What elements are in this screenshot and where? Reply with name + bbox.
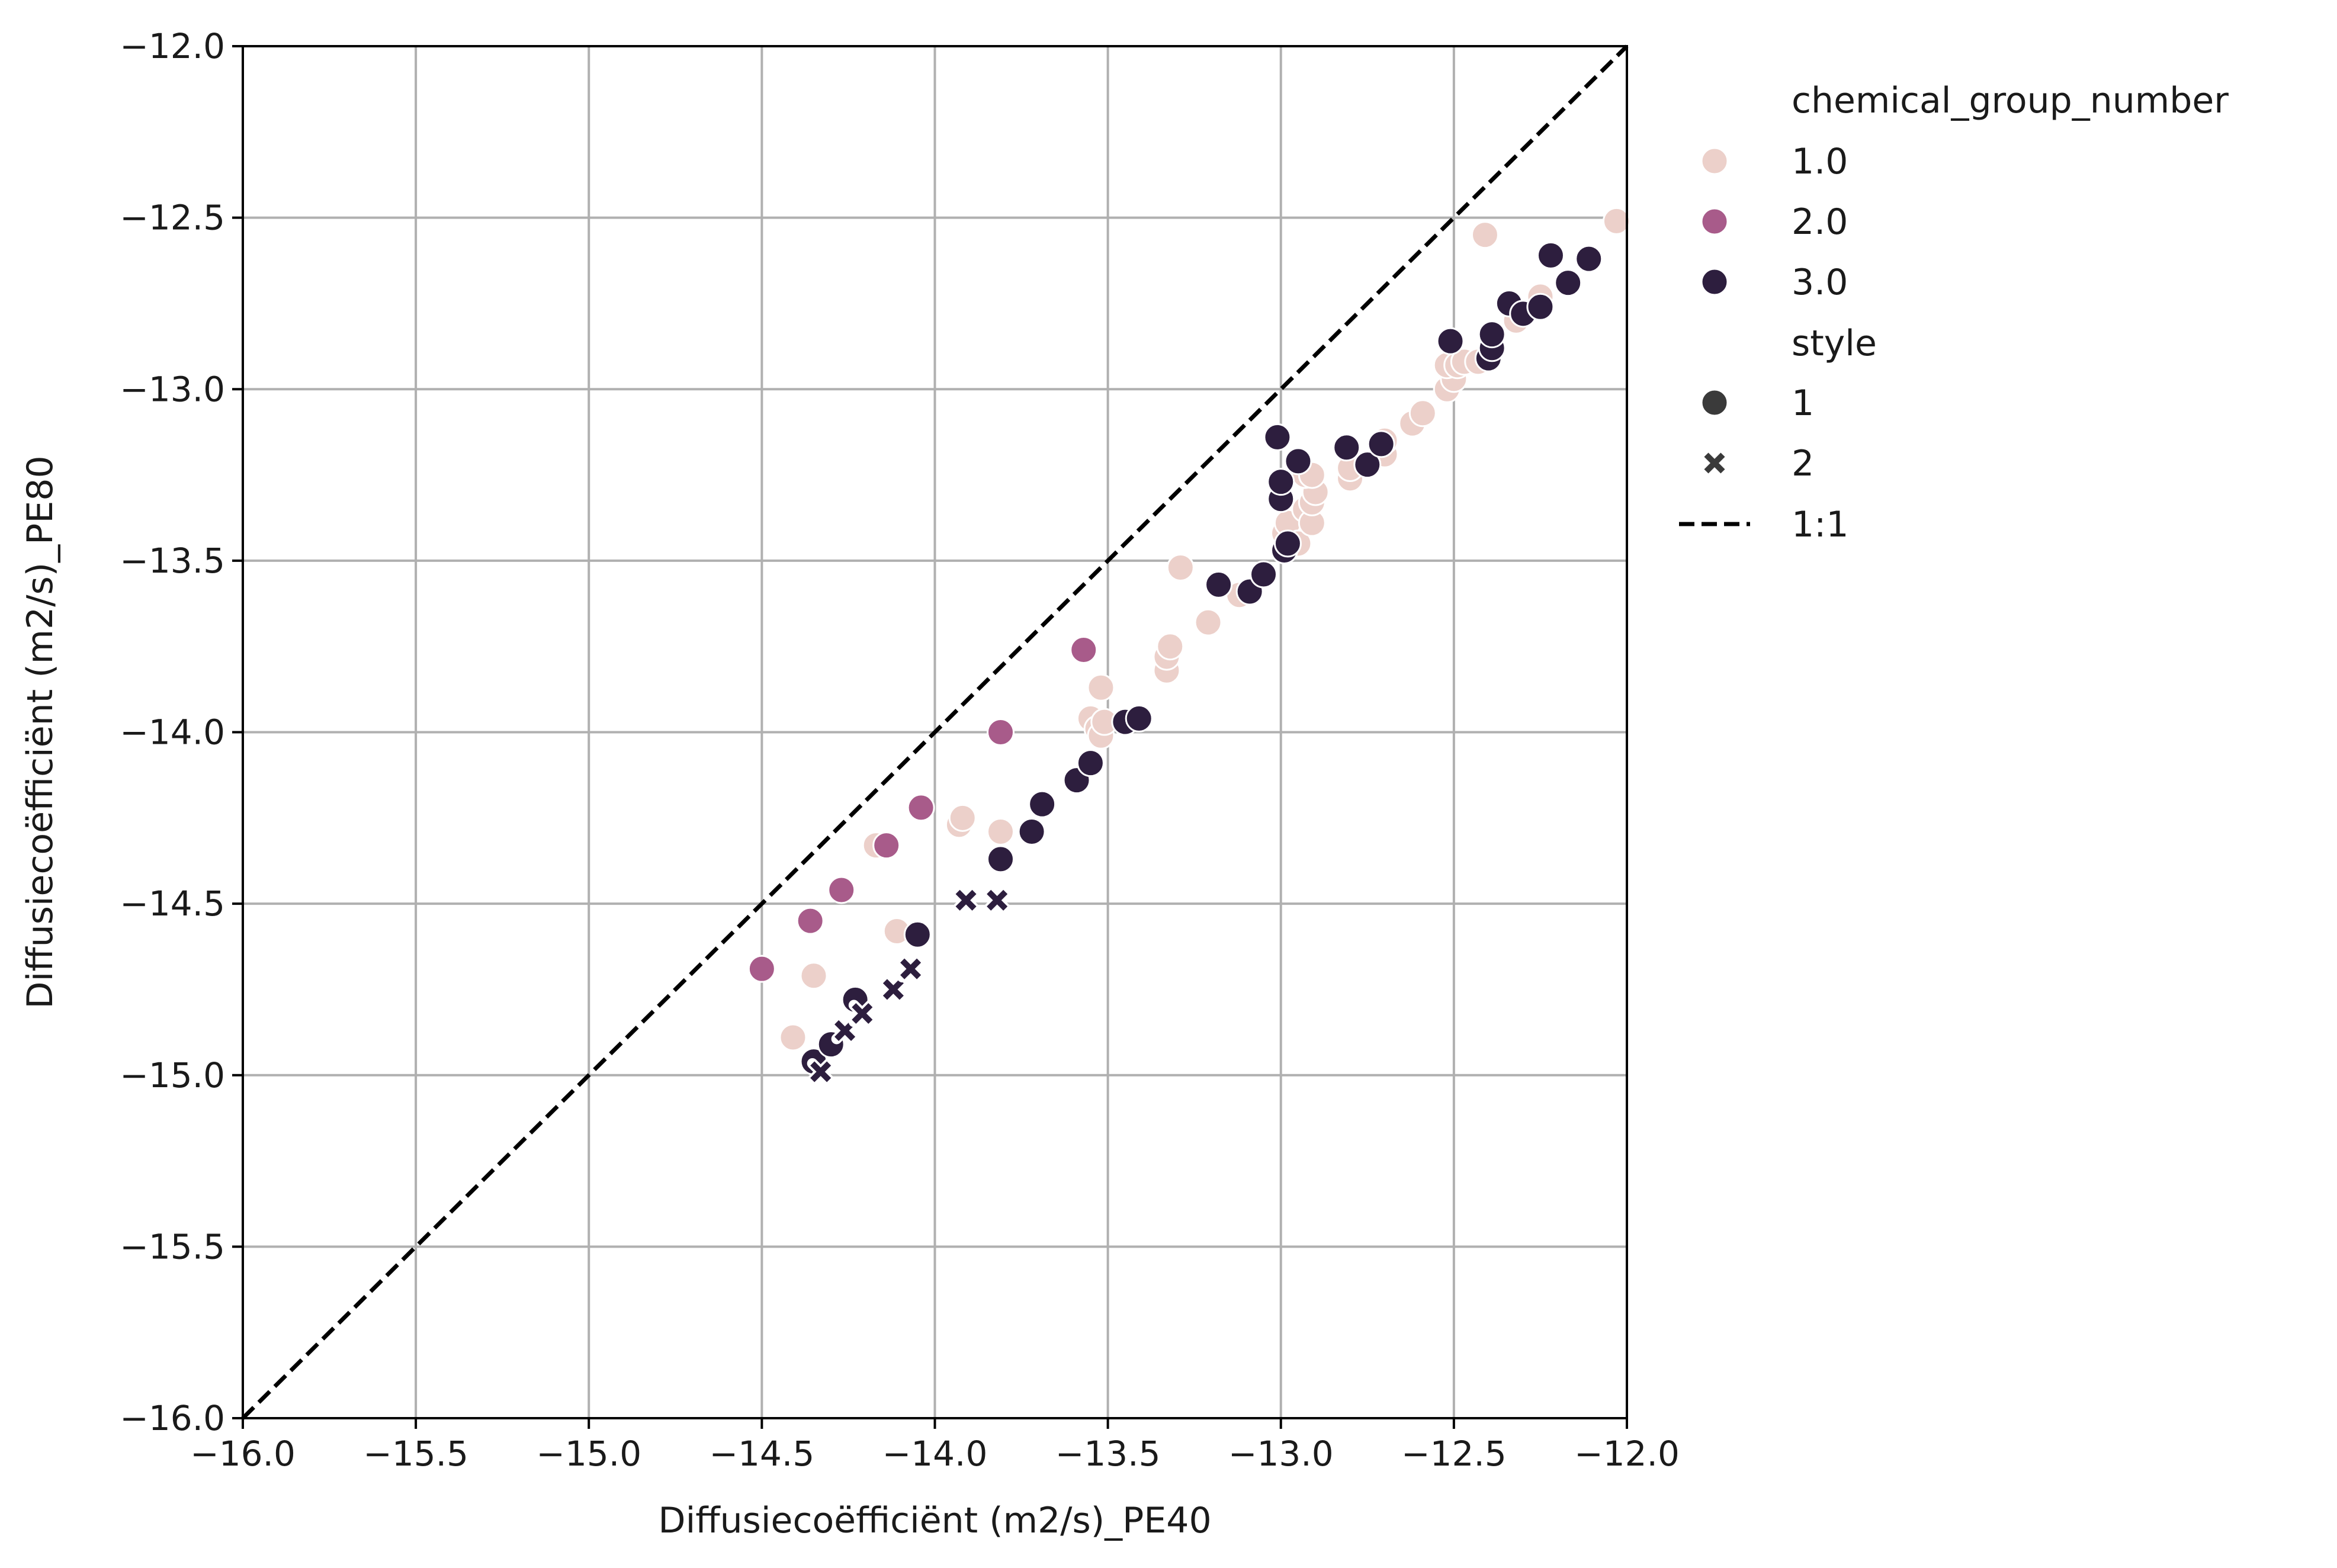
- data-point: [987, 845, 1015, 873]
- y-tick-label: −14.5: [120, 883, 225, 924]
- data-point: [779, 1023, 807, 1052]
- data-point: [872, 831, 901, 860]
- data-point: [907, 793, 935, 822]
- data-point-x: [900, 958, 922, 979]
- data-point-x: [810, 1061, 832, 1082]
- data-point-x: [852, 1003, 873, 1024]
- reference-line-group: [241, 44, 1629, 1420]
- y-tick-label: −15.5: [120, 1226, 225, 1267]
- data-point: [1367, 430, 1395, 458]
- data-point: [796, 907, 824, 935]
- x-tick-label: −12.5: [1401, 1434, 1507, 1474]
- data-point: [1267, 468, 1295, 496]
- x-tick-label: −12.0: [1574, 1434, 1680, 1474]
- data-point: [800, 962, 828, 990]
- axis-ticks: −16.0 −15.5 −15.0 −14.5 −14.0 −13.5 −13.0 −12.5…: [120, 26, 1680, 1474]
- data-point: [1125, 704, 1153, 732]
- data-point: [1408, 399, 1437, 428]
- data-point: [1076, 749, 1105, 777]
- data-point: [1017, 817, 1046, 846]
- legend-style-marker-x: [1704, 452, 1725, 474]
- data-point: [1250, 560, 1278, 589]
- data-point: [987, 817, 1015, 846]
- y-tick-label: −12.0: [120, 26, 225, 66]
- data-point: [1526, 293, 1555, 321]
- data-point: [1156, 632, 1184, 661]
- x-tick-label: −14.0: [882, 1434, 988, 1474]
- data-point: [1028, 790, 1057, 818]
- x-tick-label: −13.0: [1228, 1434, 1334, 1474]
- legend-style-title: style: [1792, 323, 1877, 364]
- legend-style-label: 2: [1792, 443, 1814, 484]
- data-point: [1536, 241, 1565, 269]
- data-point: [1333, 433, 1361, 462]
- data-point: [1436, 327, 1465, 355]
- legend-style-label: 1: [1792, 383, 1814, 424]
- x-tick-label: −14.5: [710, 1434, 815, 1474]
- data-point: [1284, 447, 1312, 475]
- y-tick-label: −14.0: [120, 712, 225, 753]
- legend-hue-label: 1.0: [1792, 141, 1848, 182]
- legend-line-label: 1:1: [1792, 504, 1849, 545]
- data-points: [747, 207, 1630, 1085]
- legend-hue-marker: [1700, 268, 1729, 296]
- data-point: [747, 955, 776, 983]
- y-tick-label: −15.0: [120, 1055, 225, 1095]
- data-point: [903, 920, 932, 949]
- data-point: [1471, 221, 1499, 249]
- y-tick-label: −13.5: [120, 541, 225, 581]
- data-point: [1205, 570, 1233, 599]
- y-tick-label: −13.0: [120, 369, 225, 409]
- data-point-x: [882, 979, 904, 1000]
- data-point: [1353, 451, 1382, 479]
- data-point: [1575, 245, 1603, 273]
- data-point: [1087, 673, 1115, 702]
- data-point: [1602, 207, 1630, 235]
- y-tick-label: −12.5: [120, 198, 225, 238]
- data-point: [1263, 423, 1292, 451]
- x-tick-label: −16.0: [190, 1434, 296, 1474]
- x-tick-label: −15.0: [536, 1434, 641, 1474]
- data-point: [1273, 529, 1302, 558]
- data-point: [987, 718, 1015, 746]
- x-axis-label: Diffusiecoëfficiënt (m2/s)_PE40: [658, 1500, 1211, 1541]
- legend: chemical_group_number 1.0 2.0 3.0 style 1 2…: [1679, 80, 2229, 545]
- x-tick-label: −15.5: [363, 1434, 468, 1474]
- data-point: [1070, 635, 1098, 664]
- legend-hue-title: chemical_group_number: [1792, 80, 2229, 121]
- legend-hue-label: 2.0: [1792, 201, 1848, 243]
- y-tick-label: −16.0: [120, 1398, 225, 1438]
- y-axis-label: Diffusiecoëfficiënt (m2/s)_PE80: [20, 455, 61, 1008]
- data-point: [1554, 269, 1582, 297]
- x-tick-label: −13.5: [1055, 1434, 1161, 1474]
- reference-line-1to1: [241, 44, 1629, 1420]
- data-point-x: [987, 889, 1008, 911]
- legend-hue-marker: [1700, 147, 1729, 175]
- data-point: [1166, 553, 1195, 581]
- data-point: [1478, 320, 1506, 349]
- legend-hue-marker: [1700, 207, 1729, 236]
- data-point: [1194, 608, 1222, 637]
- data-point: [827, 876, 856, 904]
- data-point-x: [955, 889, 977, 911]
- legend-hue-label: 3.0: [1792, 262, 1848, 303]
- legend-style-marker-circle: [1700, 388, 1729, 417]
- data-point: [948, 804, 977, 832]
